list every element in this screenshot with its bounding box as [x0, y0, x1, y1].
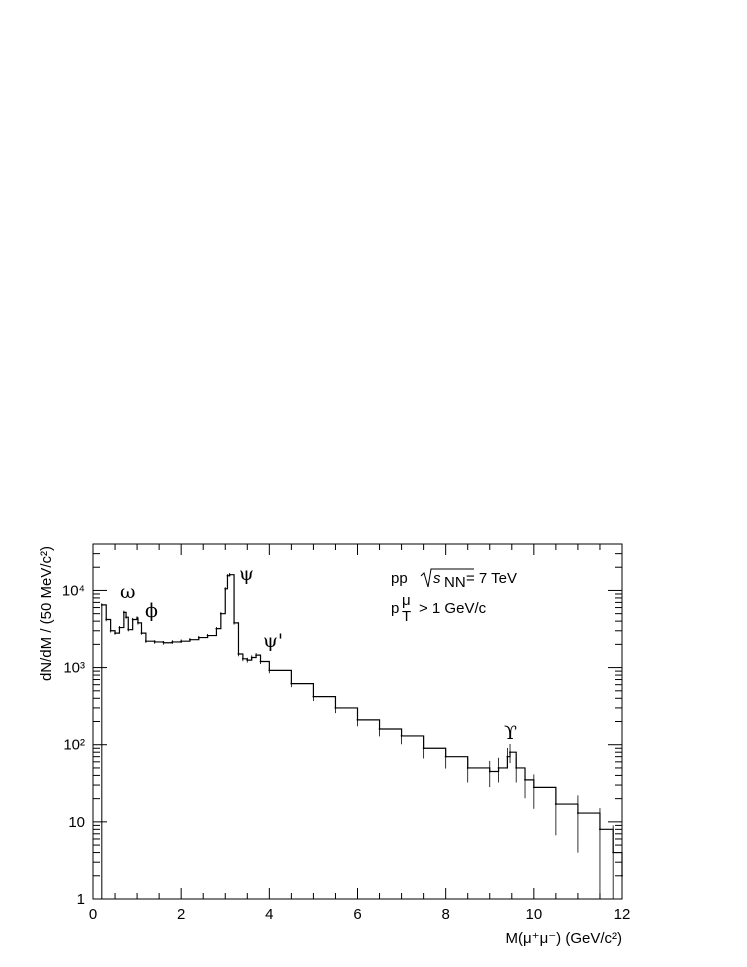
data-point [118, 626, 121, 629]
data-point [114, 632, 116, 634]
data-point [509, 751, 511, 754]
phi-label: ϕ [145, 600, 158, 622]
x-axis: 0 2 4 6 8 10 12 [89, 544, 631, 923]
pt-p: p [391, 600, 399, 617]
beam-info: pp [391, 570, 408, 587]
data-point [378, 728, 381, 730]
data-point [268, 669, 271, 672]
data-point [162, 641, 165, 644]
data-point [515, 767, 518, 769]
data-point [241, 657, 244, 660]
data-point [497, 767, 500, 769]
data-point [125, 616, 127, 619]
data-point [255, 654, 258, 657]
data-point [246, 659, 249, 662]
x-tick-label: 2 [177, 906, 185, 923]
data-point [100, 603, 103, 606]
data-point [334, 707, 337, 709]
pt-cut-value: > 1 GeV/c [419, 600, 487, 617]
data-point [137, 621, 139, 624]
data-point [109, 629, 112, 632]
data-point [356, 718, 359, 721]
data-point [219, 612, 222, 615]
y-tick-label: 10⁴ [62, 582, 85, 599]
psi-label: ψ [239, 563, 254, 585]
x-tick-label: 12 [614, 906, 631, 923]
data-point [577, 812, 579, 814]
psi-prime-label: ψ' [263, 630, 283, 652]
x-axis-title: M(μ⁺μ⁻) (GeV/c²) [506, 930, 622, 947]
data-point [206, 634, 209, 637]
data-point [145, 640, 147, 643]
sqrt-symbol [420, 568, 474, 588]
data-point [171, 641, 174, 643]
upsilon-label: ϒ [504, 722, 517, 744]
data-point [237, 653, 240, 655]
y-tick-label: 10 [68, 814, 85, 831]
data-point [131, 618, 134, 621]
y-tick-label: 10³ [63, 660, 85, 677]
omega-label: ω [120, 581, 136, 603]
data-point [621, 874, 623, 877]
data-point [136, 617, 138, 619]
y-tick-label: 10² [63, 737, 85, 754]
data-point [400, 735, 403, 737]
data-point [197, 636, 200, 639]
series-line [101, 574, 623, 876]
sqrt-s: s [433, 570, 441, 587]
data-point [228, 573, 231, 576]
x-tick-label: 8 [441, 906, 449, 923]
y-axis-title: dN/dM / (50 MeV/c²) [38, 546, 55, 681]
data-point [224, 587, 227, 590]
data-point [189, 638, 191, 641]
pt-sub: T [402, 608, 411, 625]
data-point [140, 632, 143, 634]
data-point [524, 778, 526, 781]
data-point [290, 682, 293, 685]
data-point [122, 611, 125, 614]
data-point [554, 803, 557, 805]
data-point [226, 574, 229, 577]
data-series [100, 573, 623, 899]
energy-value: = 7 TeV [466, 570, 517, 587]
pt-sup: μ [402, 592, 411, 609]
data-point [105, 618, 108, 621]
data-point [127, 628, 130, 631]
data-point [153, 641, 156, 643]
data-point [312, 695, 315, 698]
y-axis: 1 10 10² 10³ 10⁴ [62, 543, 622, 908]
x-tick-label: 0 [89, 906, 97, 923]
data-point [444, 755, 447, 758]
x-tick-label: 6 [353, 906, 361, 923]
data-point [233, 621, 235, 624]
data-point [422, 747, 425, 750]
collision-info: pp s NN = 7 TeV p μ T > 1 GeV/c [391, 568, 517, 625]
x-tick-label: 4 [265, 906, 273, 923]
data-point [466, 767, 469, 769]
y-tick-label: 1 [77, 891, 85, 908]
data-point [612, 851, 615, 854]
data-point [215, 627, 218, 630]
data-point [599, 828, 601, 831]
data-point [506, 755, 509, 758]
sqrt-s-subscript: NN [444, 574, 466, 591]
x-tick-label: 10 [525, 906, 542, 923]
data-point [180, 640, 183, 643]
data-point [250, 656, 253, 659]
data-point [259, 660, 262, 663]
data-point [488, 770, 491, 773]
data-point [532, 786, 535, 789]
